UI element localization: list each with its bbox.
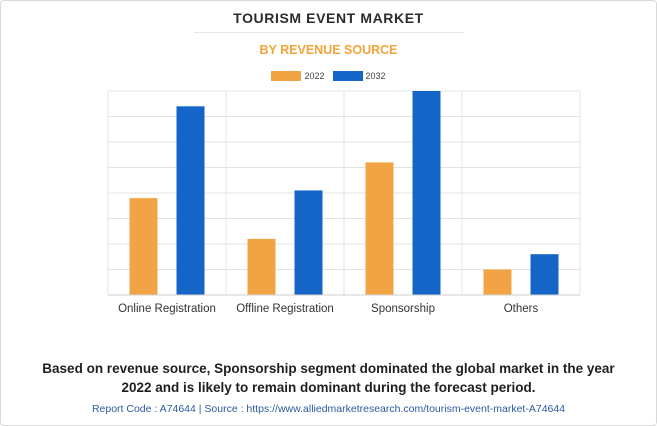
- bar-2022-1[interactable]: [247, 238, 276, 295]
- chart-title: TOURISM EVENT MARKET: [233, 10, 424, 26]
- bar-2032-3[interactable]: [530, 254, 559, 295]
- caption-line-1: Based on revenue source, Sponsorship seg…: [42, 361, 615, 376]
- legend-item-2032[interactable]: 2032: [332, 71, 386, 81]
- source-line[interactable]: Report Code : A74644 | Source : https://…: [91, 403, 566, 415]
- bar-2032-0[interactable]: [176, 106, 205, 295]
- legend-item-2022[interactable]: 2022: [271, 71, 325, 81]
- legend-label-2022: 2022: [304, 71, 325, 81]
- x-tick-label: Others: [504, 303, 539, 315]
- x-tick-label: Sponsorship: [371, 303, 435, 315]
- bar-2022-2[interactable]: [365, 162, 394, 295]
- chart-subtitle: BY REVENUE SOURCE: [259, 43, 398, 57]
- legend-swatch-2032: [332, 71, 363, 81]
- caption-line-2: 2022 and is likely to remain dominant du…: [121, 380, 536, 395]
- title-divider: [194, 32, 464, 33]
- bar-2032-2[interactable]: [412, 91, 441, 295]
- x-tick-label: Online Registration: [118, 303, 216, 315]
- bar-2022-0[interactable]: [129, 198, 158, 295]
- x-tick-label: Offline Registration: [236, 303, 334, 315]
- chart-legend: 2022 2032: [0, 71, 657, 81]
- chart-caption: Based on revenue source, Sponsorship seg…: [0, 359, 657, 397]
- bar-2032-1[interactable]: [294, 190, 323, 295]
- bar-2022-3[interactable]: [483, 269, 512, 296]
- legend-label-2032: 2032: [365, 71, 386, 81]
- legend-swatch-2022: [271, 71, 302, 81]
- bar-chart: Online Registration Offline Registration S…: [107, 90, 581, 315]
